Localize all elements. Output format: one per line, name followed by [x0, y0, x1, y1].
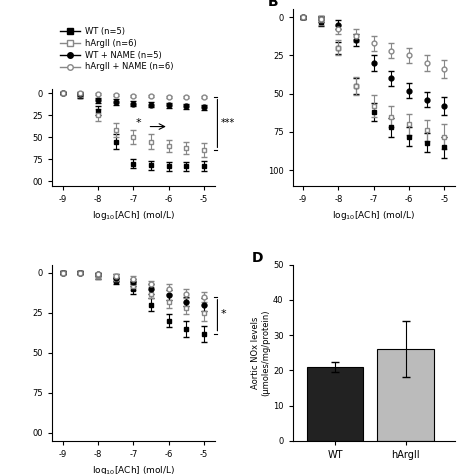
Text: *: *	[221, 310, 227, 319]
Bar	[377, 349, 434, 441]
Bar	[307, 367, 363, 441]
Text: ***: ***	[221, 118, 235, 128]
X-axis label: $\mathrm{log_{10}[ACh]}$ (mol/L): $\mathrm{log_{10}[ACh]}$ (mol/L)	[332, 209, 415, 222]
Legend: WT (n=5), hArgII (n=6), WT + NAME (n=5), hArgII + NAME (n=6): WT (n=5), hArgII (n=6), WT + NAME (n=5),…	[56, 23, 176, 75]
X-axis label: $\mathrm{log_{10}[ACh]}$ (mol/L): $\mathrm{log_{10}[ACh]}$ (mol/L)	[92, 465, 175, 474]
Text: D: D	[252, 251, 264, 264]
Y-axis label: Aortic NOx levels
(µmoles/mg/protein): Aortic NOx levels (µmoles/mg/protein)	[251, 310, 270, 396]
X-axis label: $\mathrm{log_{10}[ACh]}$ (mol/L): $\mathrm{log_{10}[ACh]}$ (mol/L)	[92, 209, 175, 222]
Text: *: *	[136, 118, 141, 128]
Text: B: B	[268, 0, 279, 9]
